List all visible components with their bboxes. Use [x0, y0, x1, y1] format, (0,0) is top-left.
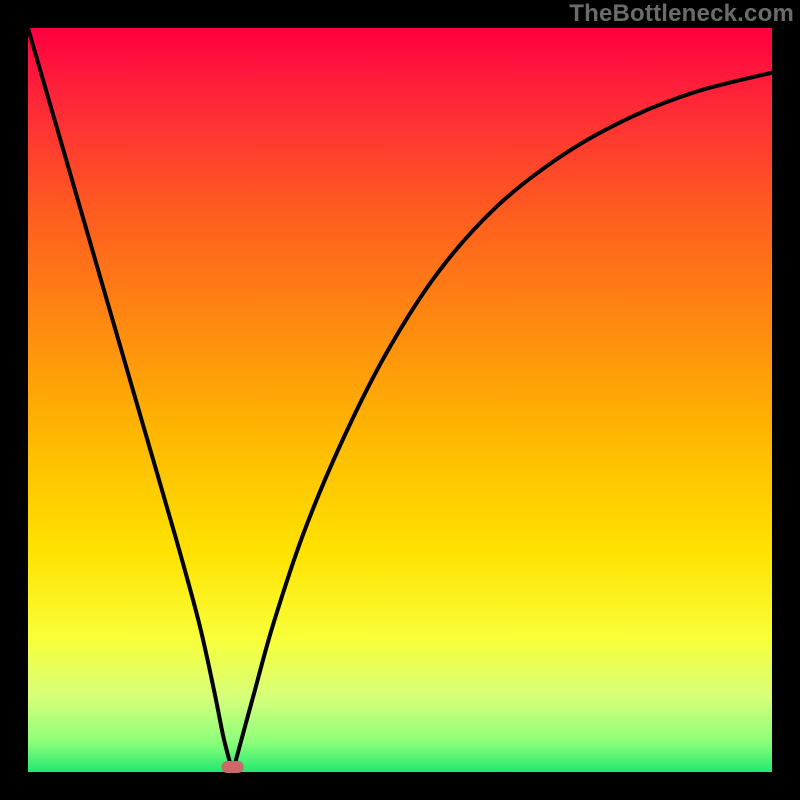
gradient-background [28, 28, 772, 772]
watermark-text: TheBottleneck.com [569, 0, 794, 28]
bottleneck-chart [0, 0, 800, 800]
bottleneck-marker [221, 761, 243, 773]
